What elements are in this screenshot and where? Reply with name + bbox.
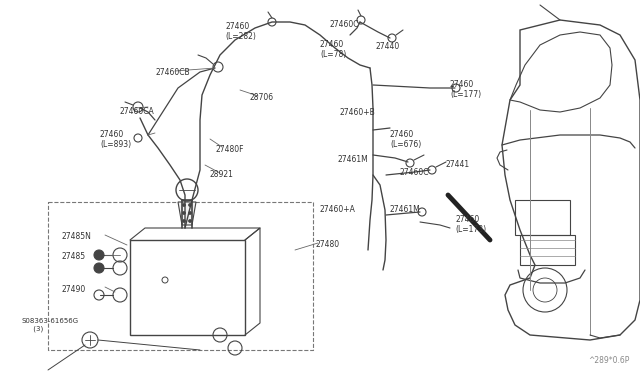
Text: 27460
(L=173): 27460 (L=173) <box>455 215 486 234</box>
Circle shape <box>189 203 191 206</box>
Text: 27460
(L=177): 27460 (L=177) <box>450 80 481 99</box>
Circle shape <box>94 263 104 273</box>
Text: 28706: 28706 <box>250 93 274 102</box>
Text: 27460CB: 27460CB <box>155 68 189 77</box>
Text: 27485N: 27485N <box>62 232 92 241</box>
Bar <box>515 200 570 235</box>
Text: 27460CA: 27460CA <box>120 107 155 116</box>
Text: 27460+A: 27460+A <box>320 205 356 214</box>
Text: 27460C: 27460C <box>400 168 429 177</box>
Text: 27460
(L=893): 27460 (L=893) <box>100 130 131 150</box>
Text: 27461M: 27461M <box>390 205 420 214</box>
Text: 27490: 27490 <box>62 285 86 294</box>
Circle shape <box>182 212 186 215</box>
Text: 27460
(L=282): 27460 (L=282) <box>225 22 256 41</box>
Text: 28921: 28921 <box>210 170 234 179</box>
Text: 27460+B: 27460+B <box>340 108 376 117</box>
Text: 27461M: 27461M <box>338 155 369 164</box>
Text: 27460
(L=676): 27460 (L=676) <box>390 130 421 150</box>
Text: ^289*0.6P: ^289*0.6P <box>589 356 630 365</box>
Text: 27440: 27440 <box>375 42 399 51</box>
Bar <box>130 240 245 335</box>
Circle shape <box>189 219 191 222</box>
Text: 27480: 27480 <box>315 240 339 249</box>
Text: 27485: 27485 <box>62 252 86 261</box>
Circle shape <box>182 203 186 206</box>
Text: 27441: 27441 <box>445 160 469 169</box>
Circle shape <box>94 250 104 260</box>
Circle shape <box>189 212 191 215</box>
Polygon shape <box>178 202 196 225</box>
Text: 27460C: 27460C <box>330 20 360 29</box>
Text: S08363-61656G
     (3): S08363-61656G (3) <box>22 318 79 331</box>
Text: 27460
(L=78): 27460 (L=78) <box>320 40 346 60</box>
Bar <box>48 202 313 350</box>
Text: 27480F: 27480F <box>215 145 243 154</box>
Circle shape <box>182 219 186 222</box>
